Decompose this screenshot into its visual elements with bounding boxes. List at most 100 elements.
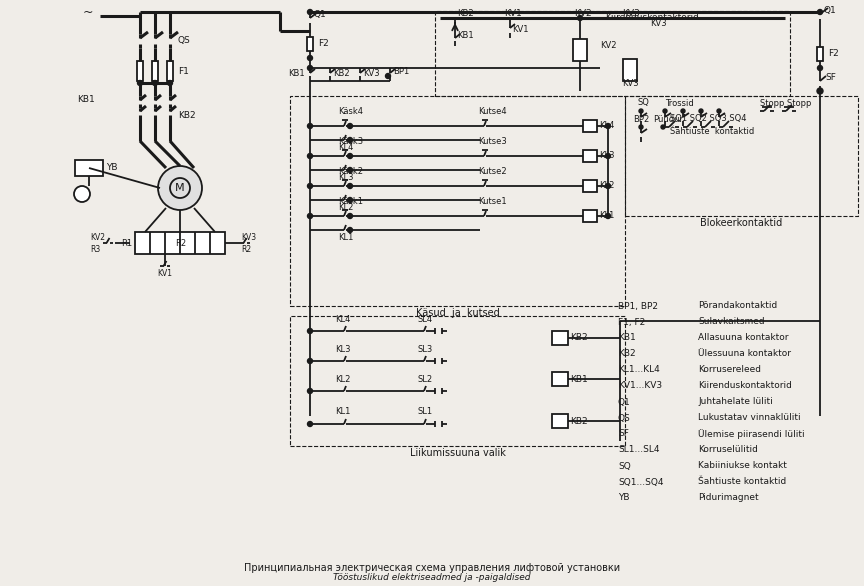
Text: KV3: KV3: [363, 70, 379, 79]
Text: Käsk3: Käsk3: [338, 138, 363, 146]
Text: KB1: KB1: [288, 70, 305, 79]
Circle shape: [717, 109, 721, 113]
Text: Käsk2: Käsk2: [338, 168, 363, 176]
Text: Kutse3: Kutse3: [478, 138, 507, 146]
Text: KB2: KB2: [457, 9, 473, 18]
Text: Kiirenduskontaktorid: Kiirenduskontaktorid: [606, 13, 700, 22]
Text: KB2: KB2: [618, 349, 636, 359]
Text: Kutse1: Kutse1: [478, 197, 506, 206]
Bar: [290, 316, 625, 446]
Circle shape: [308, 154, 313, 158]
Text: KV3: KV3: [622, 80, 638, 88]
Circle shape: [347, 124, 353, 128]
Circle shape: [639, 109, 643, 113]
Text: Kutse2: Kutse2: [478, 168, 506, 176]
Circle shape: [308, 389, 313, 394]
Bar: [137, 61, 143, 81]
Circle shape: [308, 359, 313, 363]
Text: F2: F2: [318, 39, 328, 49]
Text: KB2: KB2: [570, 333, 588, 342]
Circle shape: [308, 329, 313, 333]
Text: Trossid: Trossid: [665, 98, 694, 107]
Text: Šahtiuste  kontaktid: Šahtiuste kontaktid: [670, 128, 754, 137]
Circle shape: [347, 183, 353, 189]
Circle shape: [308, 183, 313, 189]
Text: Kutse4: Kutse4: [478, 107, 506, 117]
Text: KB2: KB2: [570, 417, 588, 425]
Bar: [583, 180, 597, 192]
Text: F1: F1: [178, 66, 189, 76]
Text: ~: ~: [82, 5, 93, 19]
Circle shape: [347, 197, 353, 203]
Circle shape: [661, 125, 665, 129]
Text: KV3: KV3: [650, 19, 667, 28]
Text: KL4: KL4: [338, 144, 353, 152]
Text: Juhtahelate lüliti: Juhtahelate lüliti: [698, 397, 772, 407]
Circle shape: [817, 9, 823, 15]
Text: R2: R2: [175, 239, 186, 247]
Text: Tööstuslikud elektriseadmed ja -paigaldised: Tööstuslikud elektriseadmed ja -paigaldi…: [334, 574, 530, 582]
Text: SF: SF: [825, 73, 835, 83]
Bar: [552, 331, 568, 345]
Text: KL1: KL1: [338, 233, 353, 243]
Text: Allasuuna kontaktor: Allasuuna kontaktor: [698, 333, 789, 342]
Bar: [290, 96, 625, 306]
Circle shape: [817, 88, 823, 94]
Text: KL3: KL3: [335, 345, 351, 353]
Circle shape: [817, 66, 823, 70]
Text: R2: R2: [241, 244, 251, 254]
Text: SQ: SQ: [638, 98, 650, 107]
Text: KV2: KV2: [600, 42, 617, 50]
Text: SL4: SL4: [418, 315, 433, 323]
Text: KB2: KB2: [333, 70, 350, 79]
Bar: [552, 414, 568, 428]
Text: YB: YB: [106, 163, 118, 172]
Circle shape: [74, 186, 90, 202]
Circle shape: [168, 80, 173, 86]
Text: SF: SF: [618, 430, 629, 438]
Text: KV1...KV3: KV1...KV3: [618, 381, 662, 390]
Text: KL3: KL3: [599, 152, 614, 161]
Bar: [573, 39, 587, 61]
Circle shape: [158, 166, 202, 210]
Text: Blokeerkontaktid: Blokeerkontaktid: [701, 218, 783, 228]
Text: M: M: [175, 183, 185, 193]
Text: Q1: Q1: [313, 11, 326, 19]
Text: KV1: KV1: [512, 26, 529, 35]
Circle shape: [347, 227, 353, 233]
Text: KV1: KV1: [157, 270, 173, 278]
Bar: [623, 59, 637, 81]
Text: SQ1 SQ2 SQ3 SQ4: SQ1 SQ2 SQ3 SQ4: [670, 114, 746, 124]
Circle shape: [606, 154, 611, 158]
Text: SL1: SL1: [418, 407, 433, 417]
Text: Ülessuuna kontaktor: Ülessuuna kontaktor: [698, 349, 791, 359]
Text: YB: YB: [618, 493, 630, 503]
Text: KL1: KL1: [335, 407, 351, 417]
Circle shape: [137, 80, 143, 86]
Text: Lukustatav vinnaklüliti: Lukustatav vinnaklüliti: [698, 414, 801, 423]
Bar: [435, 11, 790, 96]
Text: Korruselülitid: Korruselülitid: [698, 445, 758, 455]
Circle shape: [347, 154, 353, 158]
Circle shape: [577, 15, 582, 21]
Circle shape: [639, 125, 643, 129]
Text: KB1: KB1: [77, 96, 95, 104]
Circle shape: [347, 168, 353, 172]
Bar: [75, 160, 103, 176]
Text: KB2: KB2: [178, 111, 195, 120]
Text: KV3: KV3: [241, 233, 256, 241]
Text: R3: R3: [90, 244, 100, 254]
Text: QS: QS: [178, 36, 191, 46]
Text: Q1: Q1: [618, 397, 631, 407]
Text: KL4: KL4: [599, 121, 614, 131]
Circle shape: [663, 109, 667, 113]
Text: KV2: KV2: [90, 233, 105, 241]
Circle shape: [347, 138, 353, 142]
Text: KB1: KB1: [570, 374, 588, 383]
Text: F1, F2: F1, F2: [618, 318, 645, 326]
Text: KB1: KB1: [618, 333, 636, 342]
Circle shape: [347, 213, 353, 219]
Text: KV3: KV3: [622, 9, 639, 18]
Text: KL2: KL2: [335, 374, 351, 383]
Bar: [167, 61, 173, 81]
